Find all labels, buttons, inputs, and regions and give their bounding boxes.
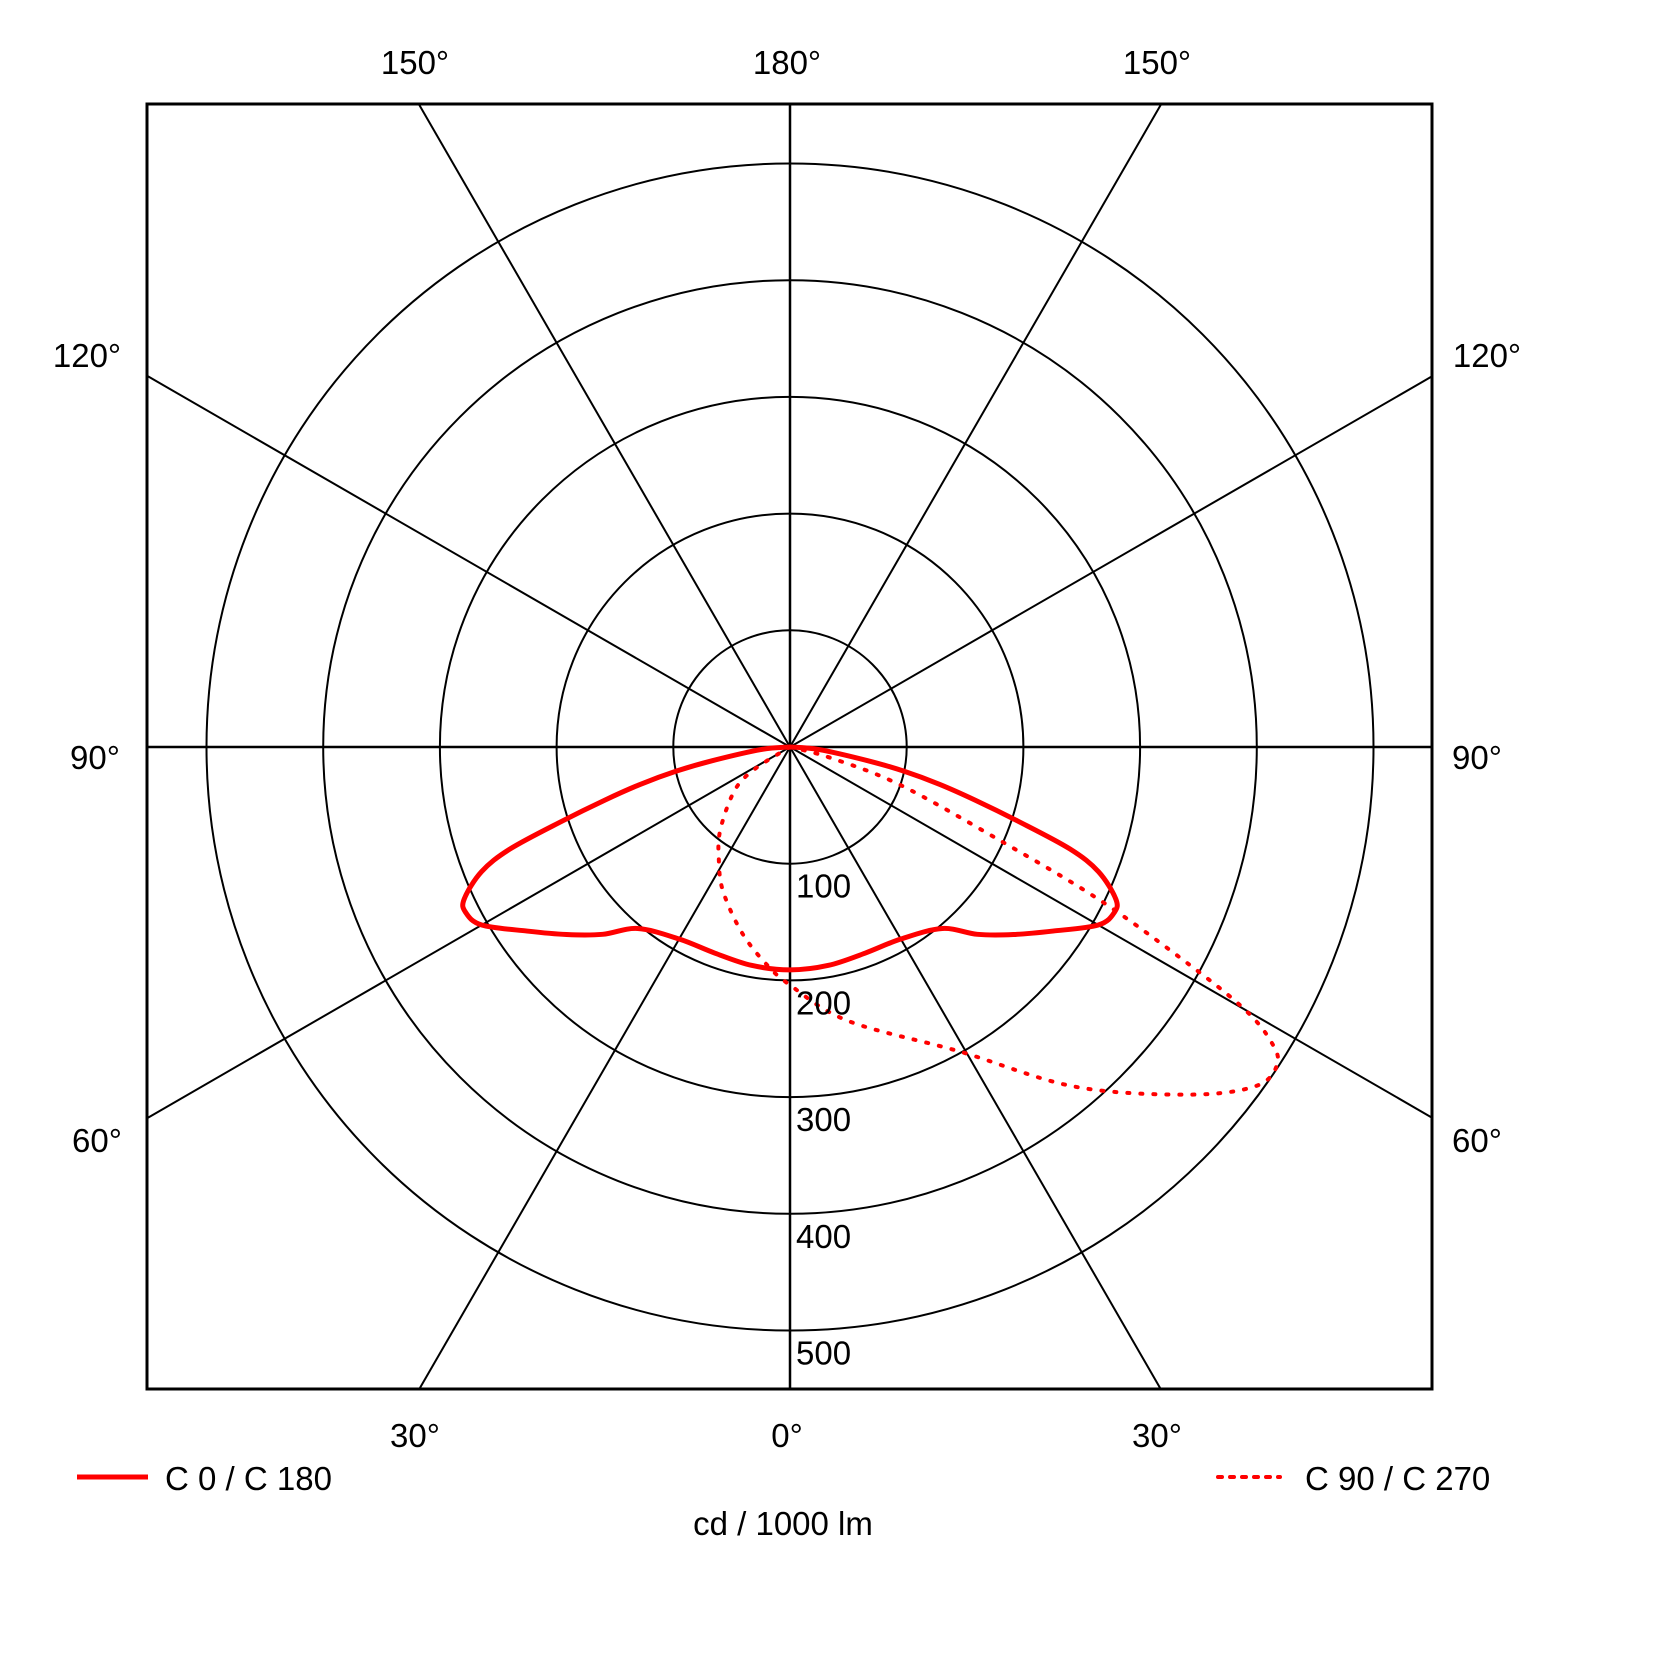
radial-tick-label: 200	[796, 984, 851, 1021]
angle-label-right-120: 120°	[1453, 337, 1521, 374]
legend-item-c90-c270: C 90 / C 270	[1216, 1460, 1490, 1497]
angle-label-bottom-center: 0°	[771, 1417, 803, 1454]
angle-label-left-120: 120°	[53, 337, 121, 374]
legend-label: C 0 / C 180	[165, 1460, 332, 1497]
plot-frame	[145, 102, 1434, 1391]
angle-label-left-60: 60°	[72, 1122, 122, 1159]
radial-tick-label: 300	[796, 1101, 851, 1138]
angle-label-top-center: 180°	[753, 44, 821, 81]
angle-label-bottom-left: 30°	[390, 1417, 440, 1454]
unit-label: cd / 1000 lm	[693, 1505, 873, 1542]
angle-label-right-60: 60°	[1452, 1122, 1502, 1159]
radial-tick-label: 500	[796, 1335, 851, 1372]
radial-tick-label: 400	[796, 1218, 851, 1255]
angle-label-top-right: 150°	[1123, 44, 1191, 81]
radial-tick-labels: 100 200 300 400 500	[796, 868, 851, 1372]
legend-label: C 90 / C 270	[1305, 1460, 1490, 1497]
angle-label-top-left: 150°	[381, 44, 449, 81]
legend-item-c0-c180: C 0 / C 180	[77, 1460, 332, 1497]
series-curve-c0-c180	[460, 744, 1120, 973]
curves	[460, 744, 1280, 1097]
angle-label-left-90: 90°	[70, 739, 120, 776]
series-curve-c90-c270	[716, 745, 1280, 1097]
angle-label-bottom-right: 30°	[1132, 1417, 1182, 1454]
angle-label-right-90: 90°	[1452, 739, 1502, 776]
radial-tick-label: 100	[796, 868, 851, 905]
